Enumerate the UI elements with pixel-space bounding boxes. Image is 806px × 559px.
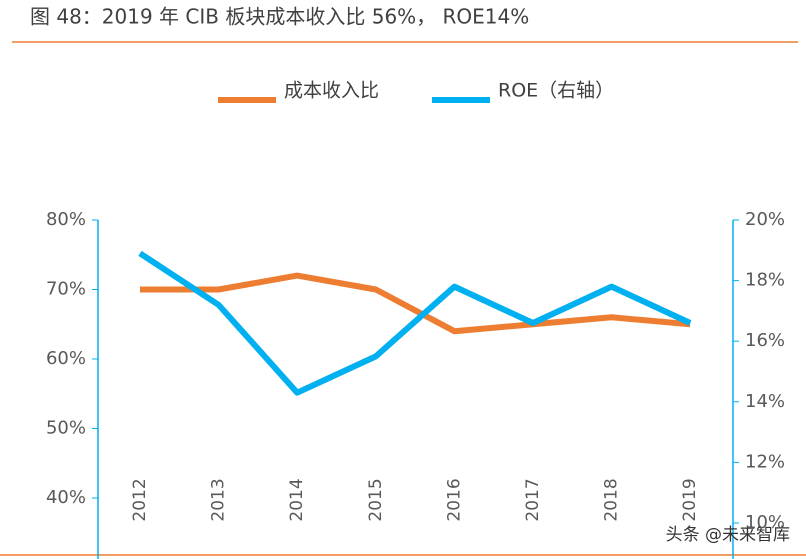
y-tick-label: 80% [46, 209, 86, 230]
x-tick-label: 2019 [680, 478, 700, 521]
y2-tick-label: 12% [745, 451, 785, 472]
watermark: 头条 @未来智库 [666, 525, 790, 545]
x-tick-label: 2018 [602, 478, 622, 521]
y2-tick-label: 16% [745, 330, 785, 351]
series-line [140, 272, 691, 335]
x-tick-label: 2014 [287, 478, 307, 521]
chart-title: 图 48：2019 年 CIB 板块成本收入比 56%， ROE14% [30, 5, 529, 29]
legend-label: 成本收入比 [284, 80, 379, 102]
x-tick-label: 2016 [444, 478, 464, 521]
x-tick-label: 2015 [366, 478, 386, 521]
y2-tick-label: 10% [745, 512, 785, 533]
y-tick-label: 50% [46, 418, 86, 439]
x-tick-label: 2017 [523, 478, 543, 521]
x-tick-label: 2012 [130, 478, 150, 521]
legend-label: ROE（右轴） [498, 80, 614, 102]
y-tick-label: 40% [46, 487, 86, 508]
y2-tick-label: 18% [745, 270, 785, 291]
y-tick-label: 60% [46, 348, 86, 369]
y2-tick-label: 20% [745, 209, 785, 230]
y2-tick-label: 14% [745, 391, 785, 412]
series-line [138, 250, 692, 396]
y-tick-label: 70% [46, 279, 86, 300]
x-tick-label: 2013 [209, 478, 229, 521]
